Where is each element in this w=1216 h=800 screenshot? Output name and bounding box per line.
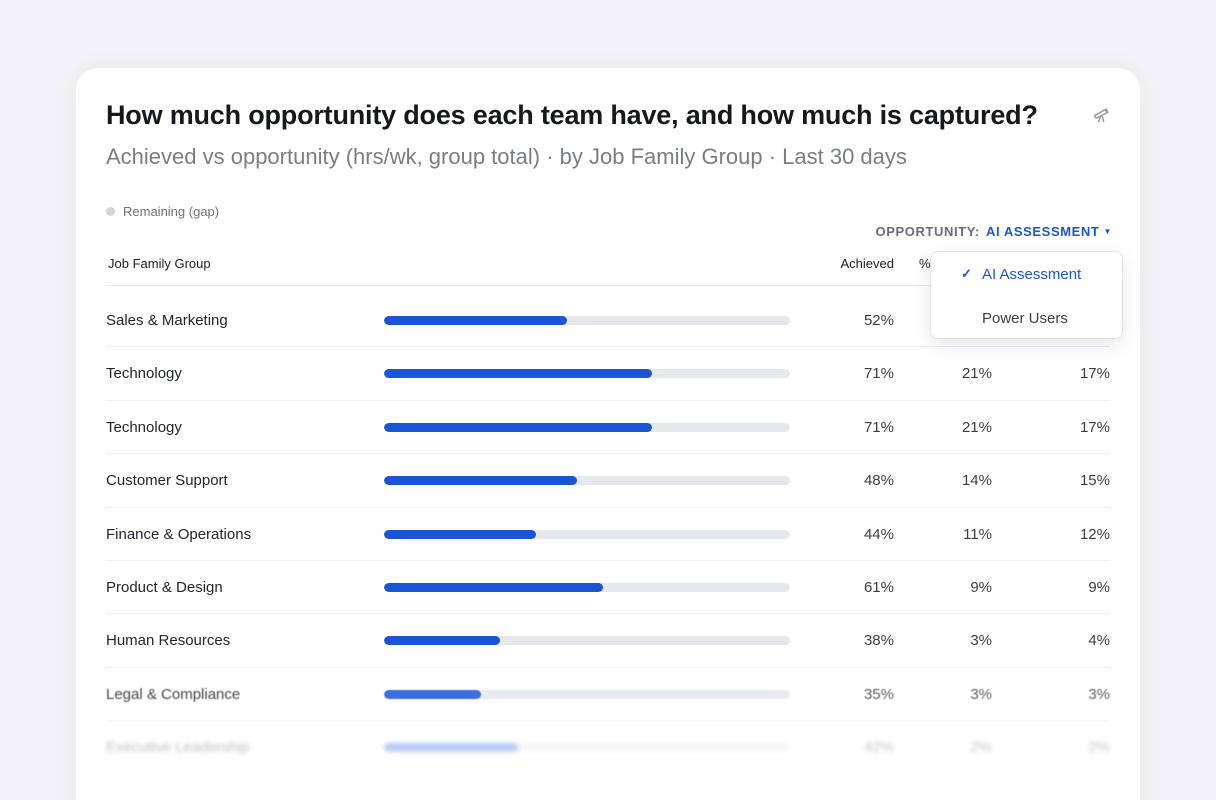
achieved-value: 71% — [863, 418, 894, 436]
table-row[interactable]: Product & Design 61% 9% 9% — [106, 561, 1110, 615]
table-body: Sales & Marketing 52% Technology 71% 21% 17% T… — [106, 294, 1110, 775]
progress-track — [384, 422, 790, 432]
percent-value: 3% — [970, 632, 992, 650]
percent-value: 14% — [961, 472, 992, 490]
percent-value: 11% — [963, 525, 992, 543]
check-icon: ✓ — [961, 266, 972, 281]
percent-value: 3% — [970, 685, 992, 703]
progress-fill — [384, 582, 604, 592]
table-row[interactable]: Legal & Compliance 35% 3% 3% — [106, 668, 1110, 722]
progress-track — [384, 582, 790, 592]
achieved-value: 35% — [863, 685, 894, 703]
telescope-icon[interactable] — [1092, 104, 1112, 124]
share-value: 9% — [1088, 578, 1110, 596]
option-label: Power Users — [982, 309, 1068, 327]
row-group-name: Technology — [106, 418, 182, 436]
percent-value: 21% — [961, 418, 992, 436]
row-group-name: Product & Design — [106, 578, 223, 596]
opportunity-card: How much opportunity does each team have… — [76, 68, 1140, 800]
share-value: 3% — [1088, 685, 1110, 703]
share-value: 4% — [1088, 632, 1110, 650]
share-value: 2% — [1088, 739, 1110, 757]
share-value: 17% — [1079, 418, 1110, 436]
progress-fill — [384, 476, 577, 486]
header-job-family-group[interactable]: Job Family Group — [108, 256, 211, 271]
progress-track — [384, 689, 790, 699]
opportunity-selector: OPPORTUNITY: AI ASSESSMENT ▼ — [875, 224, 1112, 239]
achieved-value: 52% — [863, 312, 894, 329]
progress-fill — [384, 316, 567, 325]
opportunity-dropdown-button[interactable]: AI ASSESSMENT ▼ — [986, 224, 1112, 239]
row-group-name: Customer Support — [106, 472, 228, 490]
opportunity-value: AI ASSESSMENT — [985, 224, 1100, 239]
legend-label: Remaining (gap) — [123, 204, 220, 219]
progress-track — [384, 476, 790, 486]
progress-fill — [384, 422, 652, 432]
progress-fill — [384, 369, 652, 379]
table-row[interactable]: Finance & Operations 44% 11% 12% — [106, 508, 1110, 561]
page-subtitle: Achieved vs opportunity (hrs/wk, group t… — [106, 144, 907, 169]
chart-legend: Remaining (gap) — [106, 204, 219, 219]
table-row[interactable]: Sales & Marketing 52% — [106, 294, 1110, 348]
achieved-value: 44% — [863, 525, 894, 543]
dropdown-option-power-users[interactable]: Power Users — [931, 296, 1122, 340]
caret-down-icon: ▼ — [1103, 227, 1112, 236]
progress-fill — [384, 689, 482, 699]
row-group-name: Finance & Operations — [106, 525, 252, 543]
achieved-value: 61% — [863, 578, 894, 596]
progress-track — [384, 743, 790, 753]
progress-fill — [384, 743, 518, 753]
row-group-name: Human Resources — [106, 632, 231, 650]
percent-value: 9% — [970, 578, 992, 596]
table-row[interactable]: Executive Leadership 42% 2% 2% — [106, 721, 1110, 775]
progress-fill — [384, 636, 500, 646]
row-group-name: Sales & Marketing — [106, 312, 228, 329]
page-title: How much opportunity does each team have… — [106, 100, 1038, 130]
header-percent[interactable]: % — [919, 256, 931, 271]
table-row[interactable]: Technology 71% 21% 17% — [106, 401, 1110, 455]
achieved-value: 42% — [863, 739, 894, 757]
row-group-name: Technology — [106, 365, 182, 383]
opportunity-dropdown-menu: ✓ AI Assessment Power Users — [930, 251, 1123, 339]
table-row[interactable]: Customer Support 48% 14% 15% — [106, 454, 1110, 508]
row-group-name: Executive Leadership — [106, 739, 250, 757]
progress-fill — [384, 529, 537, 539]
percent-value: 21% — [961, 365, 992, 383]
achieved-value: 38% — [863, 632, 894, 650]
header-achieved[interactable]: Achieved — [840, 256, 894, 271]
progress-track — [384, 369, 790, 379]
percent-value: 2% — [970, 739, 992, 757]
table-row[interactable]: Human Resources 38% 3% 4% — [106, 614, 1110, 668]
achieved-value: 71% — [863, 365, 894, 383]
achieved-value: 48% — [863, 472, 894, 490]
progress-track — [384, 529, 790, 539]
remaining-swatch — [106, 207, 115, 216]
table-row[interactable]: Technology 71% 21% 17% — [106, 347, 1110, 401]
share-value: 12% — [1079, 525, 1110, 543]
option-label: AI Assessment — [982, 265, 1082, 283]
share-value: 17% — [1079, 365, 1110, 383]
progress-track — [384, 316, 790, 325]
opportunity-label: OPPORTUNITY: — [875, 224, 980, 239]
row-group-name: Legal & Compliance — [106, 685, 241, 703]
table-header: Job Family Group Achieved % — [106, 246, 1110, 286]
share-value: 15% — [1079, 472, 1110, 490]
dropdown-option-ai-assessment[interactable]: ✓ AI Assessment — [931, 252, 1122, 296]
progress-track — [384, 636, 790, 646]
